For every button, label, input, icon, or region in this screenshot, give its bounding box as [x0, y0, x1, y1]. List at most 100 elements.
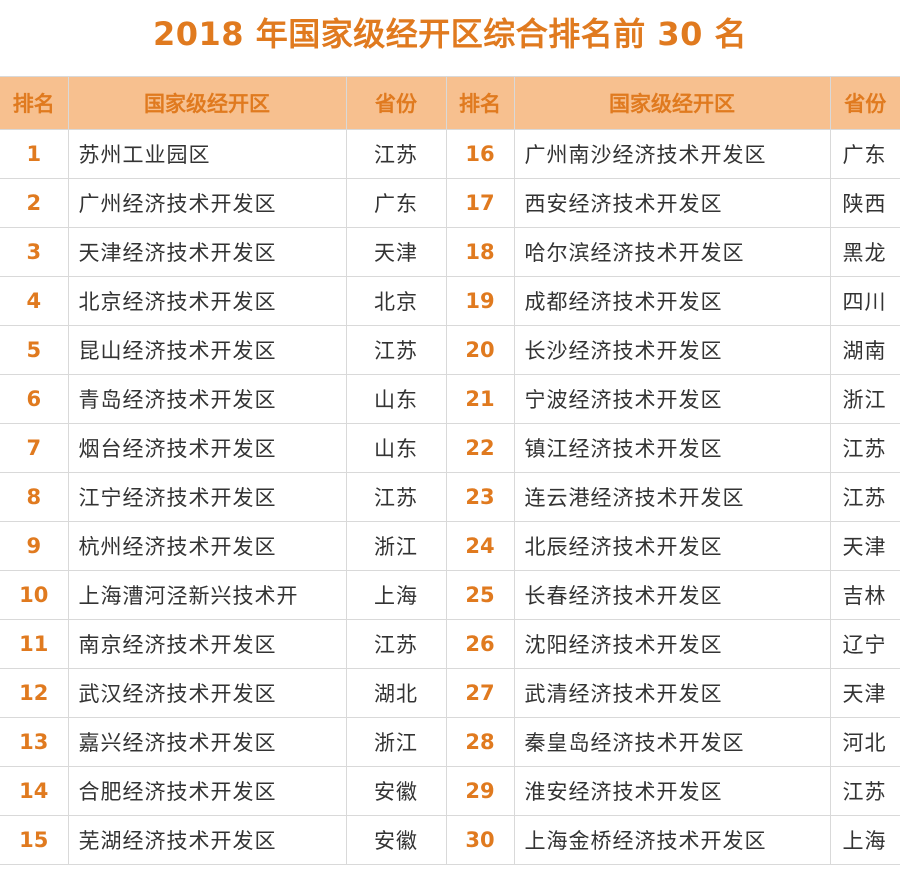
rank-cell: 18: [445, 227, 515, 277]
zone-name-cell: 北京经济技术开发区: [67, 276, 347, 326]
zone-name-cell: 天津经济技术开发区: [67, 227, 347, 277]
rank-cell: 11: [0, 619, 69, 669]
rank-cell: 10: [0, 570, 69, 620]
province-cell: 江苏: [345, 129, 447, 179]
table-row: 2 广州经济技术开发区 广东 17 西安经济技术开发区 陕西: [0, 178, 900, 228]
rank-cell: 8: [0, 472, 69, 522]
zone-name-cell: 武汉经济技术开发区: [67, 668, 347, 718]
province-cell: 山东: [345, 423, 447, 473]
zone-name-cell: 淮安经济技术开发区: [513, 766, 831, 816]
table-row: 6 青岛经济技术开发区 山东 21 宁波经济技术开发区 浙江: [0, 374, 900, 424]
province-cell: 上海: [829, 815, 900, 865]
province-cell: 天津: [829, 668, 900, 718]
table-row: 10 上海漕河泾新兴技术开 上海 25 长春经济技术开发区 吉林: [0, 570, 900, 620]
zone-name-cell: 青岛经济技术开发区: [67, 374, 347, 424]
province-cell: 山东: [345, 374, 447, 424]
page-title: 2018 年国家级经开区综合排名前 30 名: [152, 15, 748, 53]
zone-name-cell: 西安经济技术开发区: [513, 178, 831, 228]
province-cell: 天津: [345, 227, 447, 277]
table-row: 1 苏州工业园区 江苏 16 广州南沙经济技术开发区 广东: [0, 129, 900, 179]
province-cell: 江苏: [829, 423, 900, 473]
province-cell: 江苏: [345, 472, 447, 522]
province-cell: 四川: [829, 276, 900, 326]
table-row: 13 嘉兴经济技术开发区 浙江 28 秦皇岛经济技术开发区 河北: [0, 717, 900, 767]
header-zone: 国家级经开区: [67, 76, 347, 130]
zone-name-cell: 杭州经济技术开发区: [67, 521, 347, 571]
province-cell: 浙江: [829, 374, 900, 424]
zone-name-cell: 上海漕河泾新兴技术开: [67, 570, 347, 620]
zone-name-cell: 上海金桥经济技术开发区: [513, 815, 831, 865]
zone-name-cell: 秦皇岛经济技术开发区: [513, 717, 831, 767]
zone-name-cell: 沈阳经济技术开发区: [513, 619, 831, 669]
rank-cell: 22: [445, 423, 515, 473]
rank-cell: 5: [0, 325, 69, 375]
zone-name-cell: 嘉兴经济技术开发区: [67, 717, 347, 767]
table-body: 1 苏州工业园区 江苏 16 广州南沙经济技术开发区 广东 2 广州经济技术开发区 广东 17 西安…: [0, 129, 900, 865]
zone-name-cell: 南京经济技术开发区: [67, 619, 347, 669]
table-row: 5 昆山经济技术开发区 江苏 20 长沙经济技术开发区 湖南: [0, 325, 900, 375]
header-zone: 国家级经开区: [513, 76, 831, 130]
rank-cell: 19: [445, 276, 515, 326]
ranking-table: 排名 国家级经开区 省份 排名 国家级经开区 省份 1 苏州工业园区 江苏 16 广州南…: [0, 76, 900, 865]
province-cell: 江苏: [345, 325, 447, 375]
table-row: 9 杭州经济技术开发区 浙江 24 北辰经济技术开发区 天津: [0, 521, 900, 571]
table-row: 4 北京经济技术开发区 北京 19 成都经济技术开发区 四川: [0, 276, 900, 326]
header-province: 省份: [345, 76, 447, 130]
province-cell: 上海: [345, 570, 447, 620]
rank-cell: 15: [0, 815, 69, 865]
province-cell: 陕西: [829, 178, 900, 228]
rank-cell: 13: [0, 717, 69, 767]
zone-name-cell: 合肥经济技术开发区: [67, 766, 347, 816]
province-cell: 天津: [829, 521, 900, 571]
province-cell: 辽宁: [829, 619, 900, 669]
rank-cell: 27: [445, 668, 515, 718]
rank-cell: 12: [0, 668, 69, 718]
table-row: 3 天津经济技术开发区 天津 18 哈尔滨经济技术开发区 黑龙: [0, 227, 900, 277]
zone-name-cell: 苏州工业园区: [67, 129, 347, 179]
province-cell: 湖北: [345, 668, 447, 718]
zone-name-cell: 北辰经济技术开发区: [513, 521, 831, 571]
rank-cell: 1: [0, 129, 69, 179]
rank-cell: 4: [0, 276, 69, 326]
rank-cell: 20: [445, 325, 515, 375]
table-header: 排名 国家级经开区 省份 排名 国家级经开区 省份: [0, 76, 900, 130]
province-cell: 广东: [829, 129, 900, 179]
zone-name-cell: 长沙经济技术开发区: [513, 325, 831, 375]
zone-name-cell: 成都经济技术开发区: [513, 276, 831, 326]
table-row: 14 合肥经济技术开发区 安徽 29 淮安经济技术开发区 江苏: [0, 766, 900, 816]
table-row: 12 武汉经济技术开发区 湖北 27 武清经济技术开发区 天津: [0, 668, 900, 718]
zone-name-cell: 江宁经济技术开发区: [67, 472, 347, 522]
rank-cell: 29: [445, 766, 515, 816]
province-cell: 安徽: [345, 815, 447, 865]
table-row: 15 芜湖经济技术开发区 安徽 30 上海金桥经济技术开发区 上海: [0, 815, 900, 865]
rank-cell: 14: [0, 766, 69, 816]
zone-name-cell: 宁波经济技术开发区: [513, 374, 831, 424]
province-cell: 黑龙: [829, 227, 900, 277]
header-row: 排名 国家级经开区 省份 排名 国家级经开区 省份: [0, 76, 900, 130]
province-cell: 江苏: [829, 472, 900, 522]
province-cell: 江苏: [345, 619, 447, 669]
zone-name-cell: 广州经济技术开发区: [67, 178, 347, 228]
zone-name-cell: 广州南沙经济技术开发区: [513, 129, 831, 179]
zone-name-cell: 武清经济技术开发区: [513, 668, 831, 718]
table-row: 11 南京经济技术开发区 江苏 26 沈阳经济技术开发区 辽宁: [0, 619, 900, 669]
rank-cell: 23: [445, 472, 515, 522]
table-row: 8 江宁经济技术开发区 江苏 23 连云港经济技术开发区 江苏: [0, 472, 900, 522]
province-cell: 河北: [829, 717, 900, 767]
rank-cell: 24: [445, 521, 515, 571]
rank-cell: 28: [445, 717, 515, 767]
zone-name-cell: 芜湖经济技术开发区: [67, 815, 347, 865]
zone-name-cell: 长春经济技术开发区: [513, 570, 831, 620]
province-cell: 湖南: [829, 325, 900, 375]
rank-cell: 6: [0, 374, 69, 424]
header-province: 省份: [829, 76, 900, 130]
zone-name-cell: 哈尔滨经济技术开发区: [513, 227, 831, 277]
rank-cell: 7: [0, 423, 69, 473]
rank-cell: 26: [445, 619, 515, 669]
province-cell: 北京: [345, 276, 447, 326]
province-cell: 江苏: [829, 766, 900, 816]
rank-cell: 3: [0, 227, 69, 277]
zone-name-cell: 昆山经济技术开发区: [67, 325, 347, 375]
rank-cell: 30: [445, 815, 515, 865]
rank-cell: 16: [445, 129, 515, 179]
